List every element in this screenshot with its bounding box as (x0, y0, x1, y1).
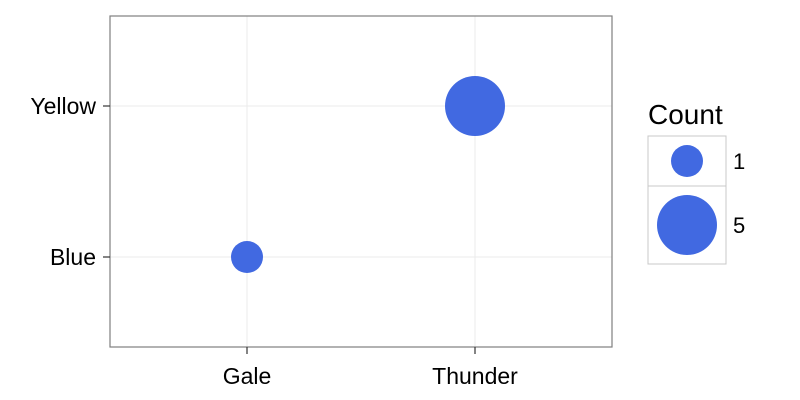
legend-title: Count (648, 99, 723, 130)
legend-key-1 (671, 145, 703, 177)
point-thunder-yellow (445, 76, 505, 136)
legend-key-5 (657, 195, 717, 255)
legend-label-5: 5 (733, 213, 745, 238)
plot-panel-border (109, 15, 613, 348)
y-tick-label-yellow: Yellow (30, 93, 96, 119)
gridlines (110, 16, 612, 347)
x-tick-label-thunder: Thunder (432, 363, 518, 389)
data-points (231, 76, 505, 273)
size-legend: Count 1 5 (647, 99, 745, 265)
point-gale-blue (231, 241, 263, 273)
axes: Gale Thunder Blue Yellow (30, 93, 518, 389)
x-tick-label-gale: Gale (223, 363, 272, 389)
y-tick-label-blue: Blue (50, 244, 96, 270)
legend-label-1: 1 (733, 149, 745, 174)
